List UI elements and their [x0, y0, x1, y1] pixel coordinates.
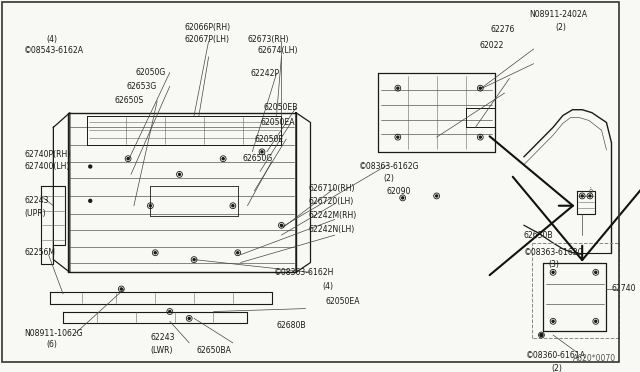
Circle shape [280, 224, 282, 226]
Text: 62650S: 62650S [115, 96, 144, 105]
Circle shape [540, 334, 543, 337]
Text: 62242N(LH): 62242N(LH) [308, 225, 355, 234]
Text: ©08363-6162H: ©08363-6162H [274, 268, 334, 277]
Text: (4): (4) [322, 282, 333, 291]
Text: 626720(LH): 626720(LH) [308, 197, 354, 206]
Text: 62740P(RH): 62740P(RH) [24, 150, 70, 159]
Circle shape [397, 87, 399, 89]
Circle shape [149, 205, 152, 207]
Circle shape [169, 311, 171, 312]
Text: 62674(LH): 62674(LH) [257, 46, 298, 55]
Text: 62050EA: 62050EA [325, 297, 360, 306]
Text: (LWR): (LWR) [150, 346, 173, 355]
Circle shape [581, 195, 583, 197]
Circle shape [397, 136, 399, 138]
Text: 62650B: 62650B [524, 231, 554, 240]
Circle shape [402, 197, 404, 199]
Text: 62256M: 62256M [24, 248, 55, 257]
Circle shape [595, 320, 596, 323]
Circle shape [188, 317, 190, 320]
Circle shape [232, 205, 234, 207]
Circle shape [261, 151, 263, 153]
Text: A620*0070: A620*0070 [573, 354, 616, 363]
Text: 62090: 62090 [386, 186, 410, 196]
Circle shape [589, 195, 591, 197]
Text: ò: ò [589, 188, 593, 194]
Text: ©08543-6162A: ©08543-6162A [24, 46, 84, 55]
Text: Ν08911-2402A: Ν08911-2402A [529, 10, 587, 19]
Circle shape [237, 252, 239, 254]
Text: (2): (2) [383, 174, 394, 183]
Text: (6): (6) [47, 340, 58, 349]
Circle shape [595, 271, 596, 273]
Text: 62050EB: 62050EB [264, 103, 298, 112]
Text: (4): (4) [47, 35, 58, 44]
Circle shape [436, 195, 438, 197]
Text: 62243: 62243 [24, 196, 49, 205]
Text: 62673(RH): 62673(RH) [248, 35, 289, 44]
Text: 62242M(RH): 62242M(RH) [308, 211, 357, 220]
Text: 62740: 62740 [611, 285, 636, 294]
Text: 62653G: 62653G [126, 82, 156, 91]
Circle shape [127, 158, 129, 160]
Text: 62650BA: 62650BA [196, 346, 231, 355]
Text: (2): (2) [551, 364, 562, 372]
Text: (2): (2) [555, 23, 566, 32]
Circle shape [479, 87, 481, 89]
Text: ©08363-6162G: ©08363-6162G [524, 248, 584, 257]
Circle shape [193, 259, 195, 261]
Text: 62680B: 62680B [276, 321, 306, 330]
Circle shape [89, 165, 92, 168]
Text: 627400(LH): 627400(LH) [24, 162, 70, 171]
Text: 62066P(RH): 62066P(RH) [184, 23, 230, 32]
Text: 62022: 62022 [479, 41, 504, 49]
Text: 62243: 62243 [150, 333, 175, 343]
Text: ©08360-6161A: ©08360-6161A [526, 351, 586, 360]
Circle shape [479, 136, 481, 138]
Text: ©08363-6162G: ©08363-6162G [359, 162, 419, 171]
Text: 62050E: 62050E [254, 135, 284, 144]
Circle shape [540, 334, 543, 336]
Text: 62242P: 62242P [250, 69, 280, 78]
Text: 62067P(LH): 62067P(LH) [184, 35, 229, 44]
Circle shape [552, 271, 554, 273]
Circle shape [179, 173, 180, 176]
Text: 62050G: 62050G [136, 68, 166, 77]
Circle shape [120, 288, 122, 290]
Circle shape [89, 199, 92, 202]
Text: (3): (3) [548, 260, 559, 269]
Text: (UPR): (UPR) [24, 209, 46, 218]
Circle shape [552, 320, 554, 323]
Text: 62276: 62276 [490, 25, 515, 34]
Text: 62650G: 62650G [243, 154, 273, 163]
Circle shape [222, 158, 224, 160]
Circle shape [154, 252, 156, 254]
Text: 62050EA: 62050EA [260, 118, 294, 127]
Text: Ν08911-1062G: Ν08911-1062G [24, 328, 83, 337]
Text: 626710(RH): 626710(RH) [308, 184, 355, 193]
